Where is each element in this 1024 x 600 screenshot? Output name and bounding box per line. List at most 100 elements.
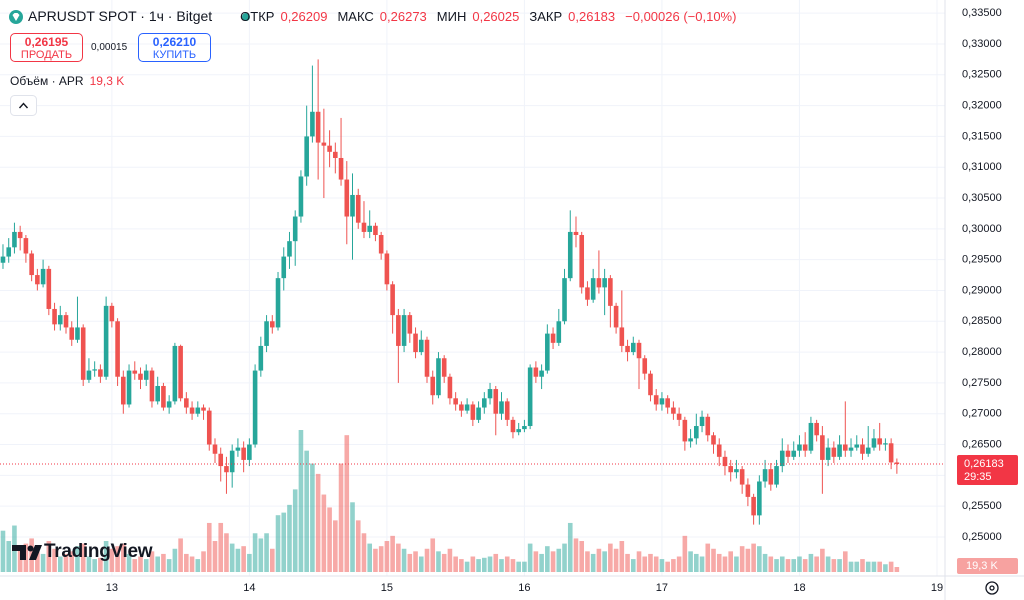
volume-bar [527,543,533,572]
candle-body [121,376,126,405]
volume-bar [774,559,779,572]
ohlc-label: ОТКР [240,8,275,24]
volume-bar [573,538,579,572]
volume-bar [842,551,848,572]
volume-bar [103,541,109,572]
sell-button[interactable]: 0,26195 ПРОДАТЬ [10,33,83,62]
volume-bar [625,553,630,572]
volume-bar [716,553,722,572]
volume-bar [235,548,241,572]
candle-body [206,410,212,445]
candle-body [315,111,321,143]
volume-bar [739,546,745,572]
volume-bar [848,561,854,572]
collapse-button[interactable] [10,95,37,116]
candle-body [648,373,653,396]
sell-price: 0,26195 [24,35,69,49]
candle-body [556,321,562,343]
volume-bar [361,533,367,572]
candle-body [149,370,155,402]
candle-body [716,444,722,457]
candle-body [613,305,619,328]
volume-bar [659,559,665,572]
candle-body [464,404,470,411]
volume-value: 19,3 K [89,74,125,88]
candle-body [401,315,407,346]
candle-body [504,401,510,420]
logo-mark [12,545,42,560]
buy-button[interactable]: 0,26210 КУПИТЬ [138,33,211,62]
volume-bar [373,548,378,572]
volume-bar [132,559,138,572]
settings-icon[interactable] [985,581,999,595]
y-tick-label: 0,27000 [962,408,1002,420]
candle-body [665,398,670,408]
candle-body [751,496,756,516]
volume-bar [138,556,143,572]
candle-body [510,419,516,433]
volume-bar [487,556,493,572]
candle-body [590,278,596,300]
volume-bar [854,561,860,572]
status-dot [242,13,250,21]
volume-bar [247,553,252,572]
volume-bar [63,553,69,572]
candle-body [155,385,160,402]
candle-body [573,231,579,236]
candle-body [447,376,453,399]
volume-bar [539,553,544,572]
candle-body [671,407,676,414]
volume-bar [734,556,739,572]
candle-body [883,443,888,445]
volume-bar [745,548,751,572]
x-tick-label: 13 [106,582,118,594]
candle-body [92,369,97,371]
volume-badge-label: 19,3 K [966,560,998,572]
candle-body [791,450,797,457]
x-tick-label: 14 [243,582,255,594]
candle-body [785,450,791,457]
candle-body [860,444,865,454]
volume-bar [298,430,304,572]
candle-body [109,305,115,322]
candle-body [132,370,138,374]
volume-bar [613,548,619,572]
candle-body [711,435,716,445]
candle-body [493,389,499,414]
volume-bar [648,553,653,572]
buy-price: 0,26210 [152,35,197,49]
candle-body [585,287,590,300]
volume-bar [453,556,458,572]
candle-body [848,447,854,451]
volume-bar [57,556,63,572]
candle-body [602,278,607,288]
candle-body [304,136,309,177]
candle-body [98,369,103,377]
candle-body [424,339,430,377]
volume-bar [401,548,407,572]
candle-body [476,407,481,420]
volume-bar [567,522,573,572]
y-tick-label: 0,30000 [962,223,1002,235]
candle-body [310,111,315,137]
x-tick-label: 17 [656,582,668,594]
volume-bar [378,546,384,572]
y-tick-label: 0,27500 [962,377,1002,389]
candle-body [143,370,149,380]
candle-body [69,327,75,340]
last-price-badge [957,455,1018,486]
volume-bar [579,541,585,572]
volume-bar [424,548,430,572]
volume-bar [52,548,57,572]
y-tick-label: 0,31500 [962,130,1002,142]
candle-body [75,327,80,340]
x-tick-label: 18 [793,582,805,594]
y-tick-label: 0,28500 [962,315,1002,327]
volume-bar [241,546,246,572]
candle-body [224,466,229,473]
volume-bar [757,546,762,572]
volume-bar [384,541,390,572]
candle-body [550,333,556,343]
candle-body [378,235,384,254]
symbol-icon-glyph [12,13,20,21]
